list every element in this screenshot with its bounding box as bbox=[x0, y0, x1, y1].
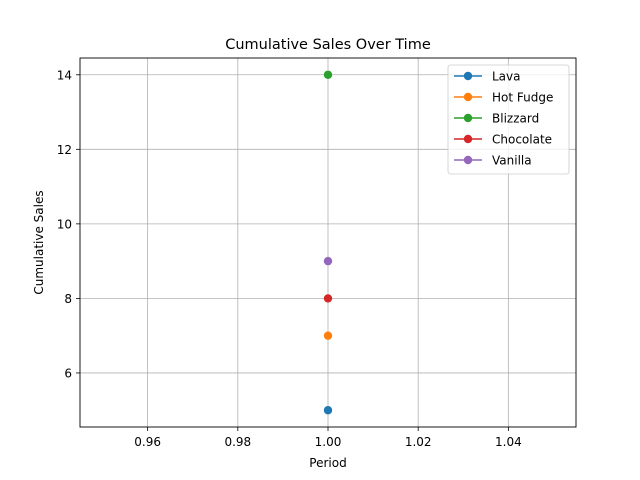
axis-ticks: 0.96 0.98 1.00 1.02 1.04 6 8 10 12 14 bbox=[57, 68, 522, 449]
y-tick-label: 8 bbox=[64, 292, 72, 306]
y-tick-label: 12 bbox=[57, 143, 72, 157]
legend-marker bbox=[463, 134, 473, 144]
y-tick-label: 10 bbox=[57, 217, 72, 231]
legend-marker bbox=[463, 71, 473, 81]
x-tick-label: 0.98 bbox=[224, 435, 251, 449]
legend-marker bbox=[463, 155, 473, 165]
legend-label: Chocolate bbox=[492, 133, 552, 147]
data-point bbox=[323, 294, 333, 303]
legend-label: Blizzard bbox=[492, 112, 539, 126]
data-point bbox=[323, 256, 333, 266]
y-tick-label: 6 bbox=[64, 366, 72, 380]
x-tick-label: 1.00 bbox=[315, 435, 342, 449]
legend-label: Vanilla bbox=[492, 154, 532, 168]
legend-marker bbox=[463, 113, 473, 123]
chart-title: Cumulative Sales Over Time bbox=[225, 37, 431, 53]
legend-box bbox=[447, 64, 570, 175]
legend-label: Hot Fudge bbox=[492, 91, 553, 105]
y-axis-label: Cumulative Sales bbox=[32, 190, 46, 294]
legend: Lava Hot Fudge Blizzard Chocolate Vanilla bbox=[447, 64, 570, 175]
data-point bbox=[323, 70, 333, 79]
data-point bbox=[323, 331, 333, 340]
legend-marker bbox=[463, 92, 473, 102]
data-marks bbox=[323, 70, 333, 415]
data-point bbox=[323, 406, 333, 415]
x-tick-label: 0.96 bbox=[134, 435, 161, 449]
x-tick-label: 1.02 bbox=[405, 435, 432, 449]
legend-label: Lava bbox=[492, 70, 521, 84]
x-tick-label: 1.04 bbox=[495, 435, 522, 449]
y-tick-label: 14 bbox=[57, 68, 72, 82]
x-axis-label: Period bbox=[309, 456, 346, 470]
